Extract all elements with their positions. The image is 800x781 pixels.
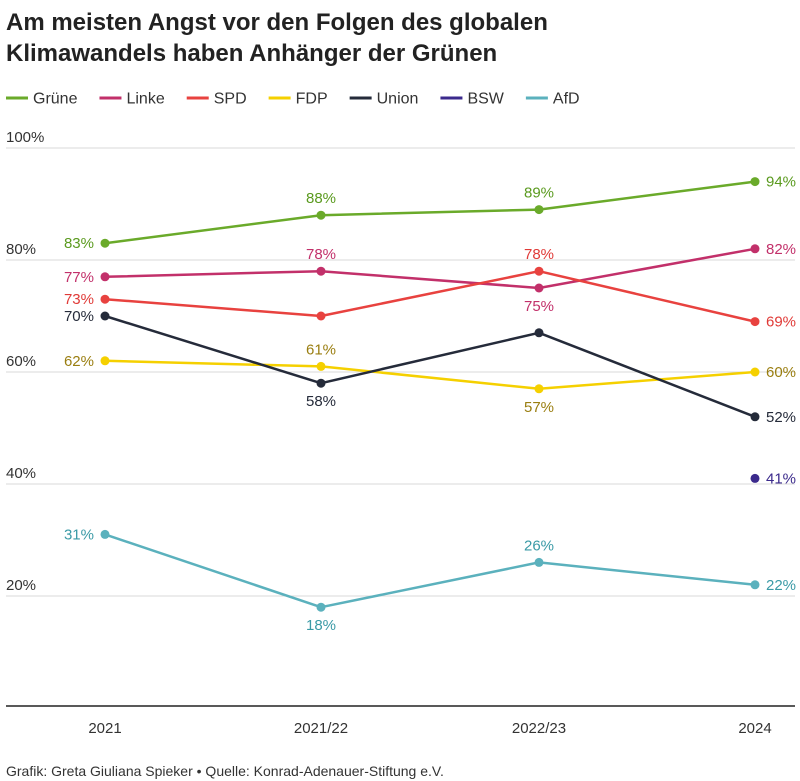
data-point-spd-2021 xyxy=(100,294,110,304)
data-label-afd-2021: 31% xyxy=(64,526,94,543)
y-tick-label-60: 60% xyxy=(6,353,36,370)
legend-item-bsw: BSW xyxy=(440,91,505,108)
data-point-spd-2024 xyxy=(750,317,760,327)
data-label-union-2024: 52% xyxy=(766,409,796,426)
data-label-linke-2021: 77% xyxy=(64,269,94,286)
data-labels: 83% 88% 89% 94% 77% 78% 75% 82% 73% 78% 69% 62% 61% 5… xyxy=(64,174,796,635)
data-point-linke-2021 xyxy=(100,272,110,282)
x-tick-label-2021: 2021 xyxy=(88,720,121,737)
data-point-afd-2024 xyxy=(750,580,760,590)
y-tick-label-20: 20% xyxy=(6,577,36,594)
data-label-spd-2024: 69% xyxy=(766,314,796,331)
x-axis-tick-labels: 2021 2021/22 2022/23 2024 xyxy=(88,720,771,737)
data-point-spd-2022-23 xyxy=(534,266,544,276)
data-point-linke-2022-23 xyxy=(534,283,544,293)
gridlines xyxy=(6,147,795,597)
data-label-union-2021-22: 58% xyxy=(306,393,336,410)
data-label-gruene-2021: 83% xyxy=(64,235,94,252)
data-label-gruene-2022-23: 89% xyxy=(524,185,554,202)
data-label-spd-2022-23: 78% xyxy=(524,246,554,263)
legend-label-union: Union xyxy=(377,91,419,108)
data-point-linke-2024 xyxy=(750,244,760,254)
data-point-union-2022-23 xyxy=(534,328,544,338)
x-tick-label-2022-23: 2022/23 xyxy=(512,720,566,737)
legend-label-bsw: BSW xyxy=(467,91,504,108)
data-point-spd-2021-22 xyxy=(316,311,326,321)
legend-label-gruene: Grüne xyxy=(33,91,78,108)
data-label-linke-2024: 82% xyxy=(766,241,796,258)
data-point-gruene-2022-23 xyxy=(534,205,544,215)
data-point-linke-2021-22 xyxy=(316,266,326,276)
data-label-afd-2024: 22% xyxy=(766,577,796,594)
data-point-gruene-2024 xyxy=(750,177,760,187)
data-point-afd-2021-22 xyxy=(316,602,326,612)
legend: Grüne Linke SPD FDP Union BSW AfD xyxy=(6,91,580,108)
chart-title-line-1: Am meisten Angst vor den Folgen des glob… xyxy=(6,9,548,36)
legend-label-afd: AfD xyxy=(553,91,580,108)
series-lines xyxy=(103,180,757,609)
series-line-union xyxy=(103,314,757,419)
data-point-gruene-2021-22 xyxy=(316,210,326,220)
data-label-gruene-2021-22: 88% xyxy=(306,190,336,207)
data-point-bsw-2024 xyxy=(750,473,760,483)
data-point-fdp-2021 xyxy=(100,356,110,366)
data-label-spd-2021: 73% xyxy=(64,291,94,308)
data-label-fdp-2022-23: 57% xyxy=(524,399,554,416)
data-point-union-2024 xyxy=(750,412,760,422)
series-line-spd xyxy=(103,269,757,323)
legend-label-fdp: FDP xyxy=(296,91,328,108)
source-credit: Grafik: Greta Giuliana Spieker • Quelle:… xyxy=(6,763,444,779)
data-points xyxy=(100,177,760,612)
series-line-gruene xyxy=(103,180,757,245)
legend-item-linke: Linke xyxy=(99,91,165,108)
legend-item-union: Union xyxy=(349,91,419,108)
x-tick-label-2021-22: 2021/22 xyxy=(294,720,348,737)
legend-item-afd: AfD xyxy=(525,91,580,108)
y-axis-tick-labels: 100% 80% 60% 40% 20% xyxy=(6,129,44,594)
y-tick-label-80: 80% xyxy=(6,241,36,258)
y-tick-label-40: 40% xyxy=(6,465,36,482)
data-label-gruene-2024: 94% xyxy=(766,174,796,191)
data-label-linke-2022-23: 75% xyxy=(524,298,554,315)
legend-item-fdp: FDP xyxy=(268,91,328,108)
data-point-afd-2022-23 xyxy=(534,557,544,567)
data-label-union-2021: 70% xyxy=(64,308,94,325)
chart-title-line-2: Klimawandels haben Anhänger der Grünen xyxy=(6,40,497,67)
data-point-fdp-2021-22 xyxy=(316,361,326,371)
data-label-linke-2021-22: 78% xyxy=(306,246,336,263)
data-label-fdp-2024: 60% xyxy=(766,364,796,381)
legend-label-spd: SPD xyxy=(214,91,247,108)
data-point-afd-2021 xyxy=(100,529,110,539)
data-point-fdp-2024 xyxy=(750,367,760,377)
series-line-linke xyxy=(103,247,757,290)
data-label-fdp-2021-22: 61% xyxy=(306,341,336,358)
data-point-fdp-2022-23 xyxy=(534,384,544,394)
data-label-fdp-2021: 62% xyxy=(64,353,94,370)
data-label-afd-2021-22: 18% xyxy=(306,617,336,634)
x-tick-label-2024: 2024 xyxy=(738,720,771,737)
data-point-union-2021 xyxy=(100,311,110,321)
y-tick-label-100: 100% xyxy=(6,129,44,146)
series-line-fdp xyxy=(103,359,757,391)
data-label-afd-2022-23: 26% xyxy=(524,537,554,554)
legend-item-gruene: Grüne xyxy=(6,91,78,108)
data-label-bsw-2024: 41% xyxy=(766,470,796,487)
data-point-gruene-2021 xyxy=(100,238,110,248)
data-point-union-2021-22 xyxy=(316,378,326,388)
legend-item-spd: SPD xyxy=(186,91,247,108)
legend-label-linke: Linke xyxy=(126,91,164,108)
series-line-afd xyxy=(103,533,757,609)
